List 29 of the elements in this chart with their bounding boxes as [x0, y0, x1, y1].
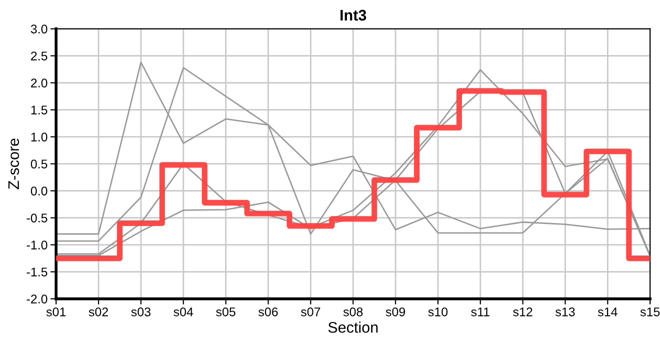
- x-tick-label: s02: [88, 307, 108, 316]
- x-tick-label: s05: [216, 307, 236, 316]
- y-tick-label: 1.0: [31, 132, 48, 142]
- y-tick-label: 3.0: [30, 24, 48, 34]
- y-tick-label: 0.5: [30, 160, 48, 168]
- y-tick-label: -2.0: [26, 294, 48, 304]
- y-axis-title: Z-score: [8, 138, 20, 190]
- x-tick-label: s08: [343, 307, 363, 316]
- y-tick-label: 2.5: [31, 52, 48, 60]
- y-tick-label: 2.0: [31, 78, 48, 88]
- x-tick-label: s01: [46, 307, 66, 316]
- x-tick-label: s04: [174, 307, 194, 316]
- x-tick-label: s11: [471, 308, 490, 316]
- chart-title: Int3: [340, 10, 366, 21]
- x-tick-label: s06: [258, 307, 278, 316]
- x-tick-label: s07: [300, 307, 320, 316]
- x-tick-label: s13: [556, 307, 575, 316]
- x-tick-label: s15: [640, 308, 660, 316]
- x-tick-label: s10: [428, 307, 448, 316]
- x-tick-label: s09: [386, 307, 406, 316]
- y-tick-label: -0.5: [26, 214, 48, 222]
- y-tick-label: -1.0: [26, 240, 48, 250]
- x-tick-label: s14: [598, 308, 618, 316]
- y-tick-label: -1.5: [26, 268, 48, 276]
- x-tick-label: s12: [513, 307, 532, 316]
- x-axis-title: Section: [328, 322, 378, 333]
- x-tick-label: s03: [131, 307, 150, 316]
- y-tick-label: 1.5: [31, 106, 48, 114]
- y-tick-label: 0.0: [30, 186, 48, 196]
